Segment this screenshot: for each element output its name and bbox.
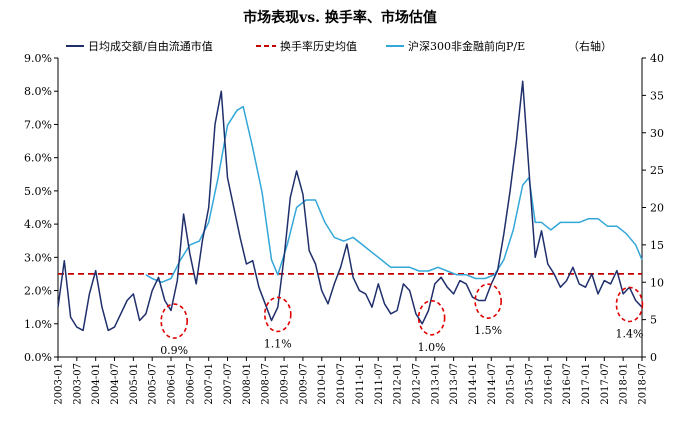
x-tick-label: 2018-07 bbox=[638, 363, 649, 405]
x-tick-label: 2017-01 bbox=[581, 363, 592, 405]
y-left-tick-label: 5.0% bbox=[24, 185, 52, 198]
y-left-tick-label: 4.0% bbox=[24, 218, 52, 231]
x-tick-label: 2018-01 bbox=[619, 363, 630, 405]
y-right-tick-label: 5 bbox=[650, 314, 657, 327]
x-tick-label: 2003-01 bbox=[54, 363, 65, 405]
x-tick-label: 2015-07 bbox=[524, 363, 535, 405]
plot-area bbox=[57, 80, 643, 332]
y-left-tick-label: 8.0% bbox=[24, 85, 52, 98]
annotation-circle bbox=[263, 296, 292, 333]
y-left-tick-label: 6.0% bbox=[24, 152, 52, 165]
y-right-tick-label: 40 bbox=[650, 52, 664, 65]
x-tick-label: 2005-07 bbox=[148, 363, 159, 405]
y-left-tick-label: 0.0% bbox=[24, 351, 52, 364]
x-tick-label: 2010-07 bbox=[336, 363, 347, 405]
x-tick-label: 2017-07 bbox=[600, 363, 611, 405]
y-left-tick-label: 7.0% bbox=[24, 118, 52, 131]
series-line-forward-pe bbox=[145, 105, 643, 284]
y-left-tick-label: 2.0% bbox=[24, 285, 52, 298]
annotation-label: 1.5% bbox=[474, 324, 502, 337]
y-right-tick-label: 10 bbox=[650, 276, 664, 289]
x-tick-label: 2012-01 bbox=[393, 363, 404, 405]
x-tick-label: 2006-07 bbox=[185, 363, 196, 405]
x-tick-label: 2013-01 bbox=[430, 363, 441, 405]
chart-title: 市场表现vs. 换手率、市场估值 bbox=[243, 9, 437, 26]
x-tick-label: 2008-01 bbox=[242, 363, 253, 405]
legend-label-pe: 沪深300非金融前向P/E bbox=[408, 39, 525, 53]
y-right-tick-label: 15 bbox=[650, 239, 664, 252]
annotation-circle bbox=[615, 286, 644, 323]
y-right-tick-label: 0 bbox=[650, 351, 657, 364]
x-tick-label: 2014-01 bbox=[468, 363, 479, 405]
legend-right-axis-note: （右轴） bbox=[568, 39, 612, 53]
x-tick-label: 2014-07 bbox=[487, 363, 498, 405]
legend-label-turnover: 日均成交额/自由流通市值 bbox=[88, 39, 213, 53]
annotation-label: 1.0% bbox=[418, 341, 446, 354]
legend-right-axis-label: 右轴 bbox=[579, 39, 601, 53]
annotation-circle bbox=[474, 283, 502, 319]
x-tick-label: 2004-01 bbox=[91, 363, 102, 405]
y-right-tick-label: 20 bbox=[650, 202, 664, 215]
x-tick-label: 2005-01 bbox=[129, 363, 140, 405]
x-tick-label: 2016-01 bbox=[543, 363, 554, 405]
legend-label-hist-mean: 换手率历史均值 bbox=[280, 39, 357, 53]
x-tick-label: 2011-07 bbox=[374, 363, 385, 405]
series-line-turnover bbox=[57, 80, 643, 332]
x-tick-label: 2009-07 bbox=[298, 363, 309, 405]
y-right-tick-label: 30 bbox=[650, 127, 664, 140]
x-tick-label: 2009-01 bbox=[280, 363, 291, 405]
annotations: 0.9% 1.1% 1.0% 1.5% 1.4% bbox=[160, 283, 644, 357]
x-tick-label: 2008-07 bbox=[261, 363, 272, 405]
x-tick-label: 2004-07 bbox=[110, 363, 121, 405]
legend: 日均成交额/自由流通市值 换手率历史均值 沪深300非金融前向P/E （右轴） bbox=[66, 39, 612, 53]
x-tick-label: 2007-01 bbox=[204, 363, 215, 405]
y-left-tick-label: 1.0% bbox=[24, 318, 52, 331]
annotation-circle bbox=[417, 299, 446, 336]
annotation-circle bbox=[160, 303, 188, 339]
x-tick-label: 2003-07 bbox=[72, 363, 83, 405]
y-left-tick-label: 9.0% bbox=[24, 52, 52, 65]
axes: 0.0% 1.0% 2.0% 3.0% 4.0% 5.0% 6.0% 7.0% 8.0% 9.0%… bbox=[24, 52, 664, 405]
annotation-label: 1.1% bbox=[264, 337, 292, 350]
y-left-tick-label: 3.0% bbox=[24, 251, 52, 264]
x-tick-label: 2012-07 bbox=[411, 363, 422, 405]
y-right-tick-label: 35 bbox=[650, 89, 664, 102]
x-tick-label: 2011-01 bbox=[355, 363, 366, 405]
x-tick-label: 2010-01 bbox=[317, 363, 328, 405]
y-right-tick-label: 25 bbox=[650, 164, 664, 177]
annotation-label: 1.4% bbox=[615, 327, 643, 340]
x-tick-label: 2016-07 bbox=[562, 363, 573, 405]
x-tick-label: 2015-01 bbox=[506, 363, 517, 405]
annotation-label: 0.9% bbox=[160, 344, 188, 357]
x-tick-label: 2013-07 bbox=[449, 363, 460, 405]
x-tick-label: 2007-07 bbox=[223, 363, 234, 405]
x-tick-label: 2006-01 bbox=[167, 363, 178, 405]
